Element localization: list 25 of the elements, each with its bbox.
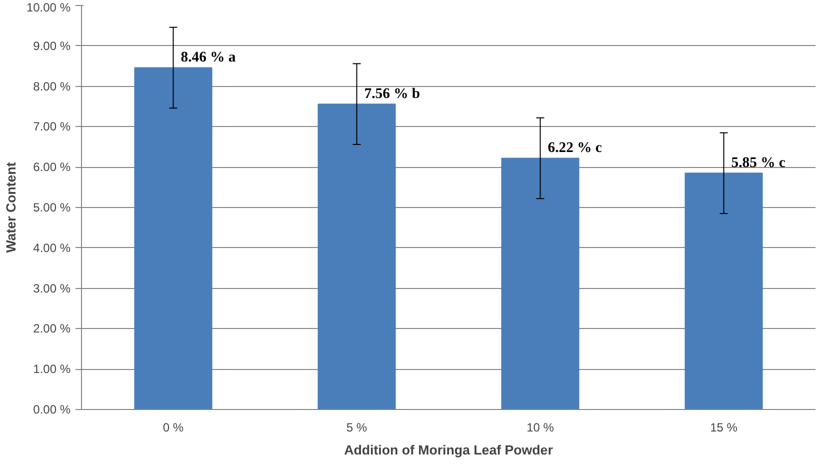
y-tick-label: 9.00 %	[33, 38, 71, 53]
x-axis-title: Addition of Moringa Leaf Powder	[344, 442, 553, 458]
x-tick-label: 10 %	[526, 420, 554, 434]
x-tick-label: 5 %	[346, 420, 368, 434]
y-tick-label: 1.00 %	[33, 362, 71, 376]
x-tick-label: 0 %	[162, 420, 184, 434]
y-tick-label: 8.00 %	[33, 79, 71, 94]
bar	[134, 67, 212, 410]
y-tick-label: 3.00 %	[33, 281, 71, 296]
data-label: 7.56 % b	[364, 86, 420, 102]
data-label: 6.22 % c	[548, 140, 602, 156]
y-tick-label: 2.00 %	[33, 322, 71, 336]
y-tick-label: 6.00 %	[33, 160, 71, 174]
y-tick-label: 0.00 %	[33, 402, 71, 416]
x-tick-label: 15 %	[710, 420, 738, 434]
data-label: 8.46 % a	[180, 50, 236, 66]
y-tick-label: 10.00 %	[26, 0, 71, 14]
y-axis-title: Water Content	[3, 162, 18, 253]
data-label: 5.85 % c	[731, 155, 786, 172]
y-tick-label: 5.00 %	[33, 200, 71, 214]
y-tick-label: 4.00 %	[33, 240, 71, 255]
bar	[684, 172, 763, 410]
y-tick-label: 7.00 %	[33, 120, 71, 134]
bar	[318, 104, 396, 410]
bar	[501, 158, 580, 410]
